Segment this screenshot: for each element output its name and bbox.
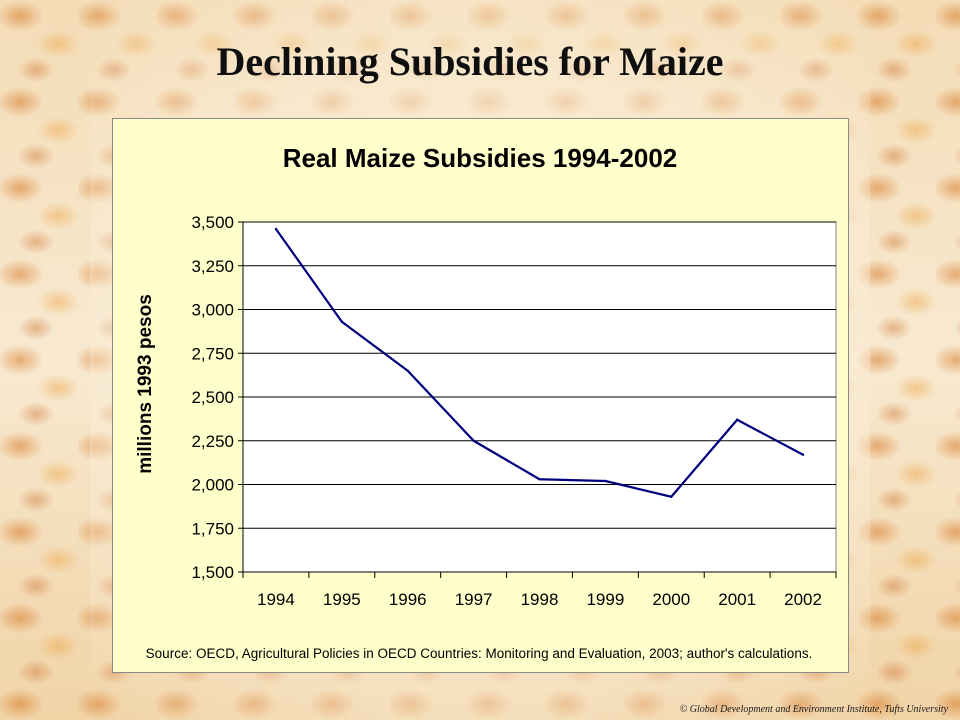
line-chart: Real Maize Subsidies 1994-2002 millions … xyxy=(135,143,837,661)
x-tick-label: 1997 xyxy=(455,590,493,609)
y-tick-label: 3,250 xyxy=(191,257,234,276)
chart-panel: Real Maize Subsidies 1994-2002 millions … xyxy=(112,118,849,673)
data-point xyxy=(604,479,607,483)
y-tick-label: 1,500 xyxy=(191,563,234,582)
copyright-footer: © Global Development and Environment Ins… xyxy=(679,704,948,715)
data-point xyxy=(472,439,475,442)
slide-title: Declining Subsidies for Maize xyxy=(216,39,724,84)
data-point xyxy=(340,320,344,323)
x-tick-label: 2002 xyxy=(784,590,822,609)
x-tick-label: 1998 xyxy=(521,590,559,609)
source-note: Source: OECD, Agricultural Policies in O… xyxy=(146,646,813,661)
x-tick-label: 1994 xyxy=(257,590,295,609)
data-point xyxy=(801,453,805,456)
y-tick-label: 2,000 xyxy=(191,476,234,495)
data-point xyxy=(735,418,739,421)
y-tick-label: 2,750 xyxy=(191,344,234,363)
chart-title: Real Maize Subsidies 1994-2002 xyxy=(283,143,678,173)
y-tick-label: 1,750 xyxy=(191,519,234,538)
series-layer xyxy=(274,227,805,498)
x-tick-label: 2001 xyxy=(718,590,756,609)
data-point xyxy=(406,369,409,372)
y-tick-label: 2,250 xyxy=(191,432,234,451)
x-tick-label: 1996 xyxy=(389,590,427,609)
y-tick-label: 3,000 xyxy=(191,301,234,320)
axis-ticks: 1,500 1,750 2,000 2,250 2,500 2,750 3,000 3,250… xyxy=(191,213,837,609)
y-axis-label: millions 1993 pesos xyxy=(135,294,156,474)
data-point xyxy=(274,227,278,231)
y-tick-label: 3,500 xyxy=(191,213,234,232)
x-tick-label: 1995 xyxy=(323,590,361,609)
x-tick-label: 2000 xyxy=(652,590,690,609)
data-point xyxy=(538,478,541,481)
data-point xyxy=(670,495,673,498)
y-tick-label: 2,500 xyxy=(191,388,234,407)
x-tick-label: 1999 xyxy=(586,590,624,609)
